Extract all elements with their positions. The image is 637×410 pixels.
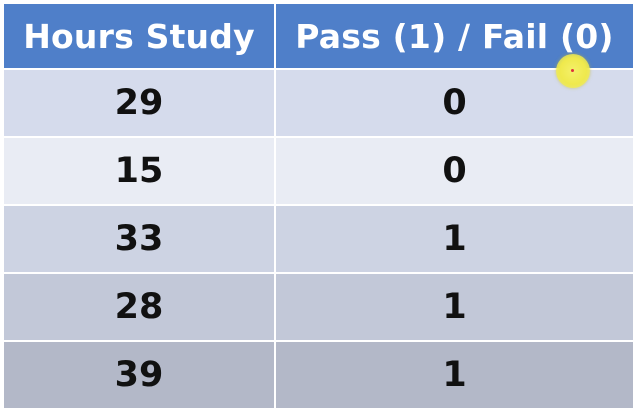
cell-pass: 1 bbox=[274, 204, 635, 274]
cell-pass: 1 bbox=[274, 340, 635, 410]
cursor-highlight-icon bbox=[556, 54, 590, 88]
cell-pass: 0 bbox=[274, 136, 635, 206]
cell-hours: 28 bbox=[2, 272, 276, 342]
cell-pass: 1 bbox=[274, 272, 635, 342]
cell-hours: 15 bbox=[2, 136, 276, 206]
header-hours-study: Hours Study bbox=[2, 2, 276, 70]
table-row: 29 0 bbox=[2, 68, 635, 138]
table-row: 39 1 bbox=[2, 340, 635, 410]
table-row: 15 0 bbox=[2, 136, 635, 206]
header-pass-fail: Pass (1) / Fail (0) bbox=[274, 2, 635, 70]
header-row: Hours Study Pass (1) / Fail (0) bbox=[2, 2, 635, 70]
cell-hours: 39 bbox=[2, 340, 276, 410]
table-row: 28 1 bbox=[2, 272, 635, 342]
cell-hours: 29 bbox=[2, 68, 276, 138]
cell-hours: 33 bbox=[2, 204, 276, 274]
table-row: 33 1 bbox=[2, 204, 635, 274]
cursor-dot bbox=[571, 69, 574, 72]
